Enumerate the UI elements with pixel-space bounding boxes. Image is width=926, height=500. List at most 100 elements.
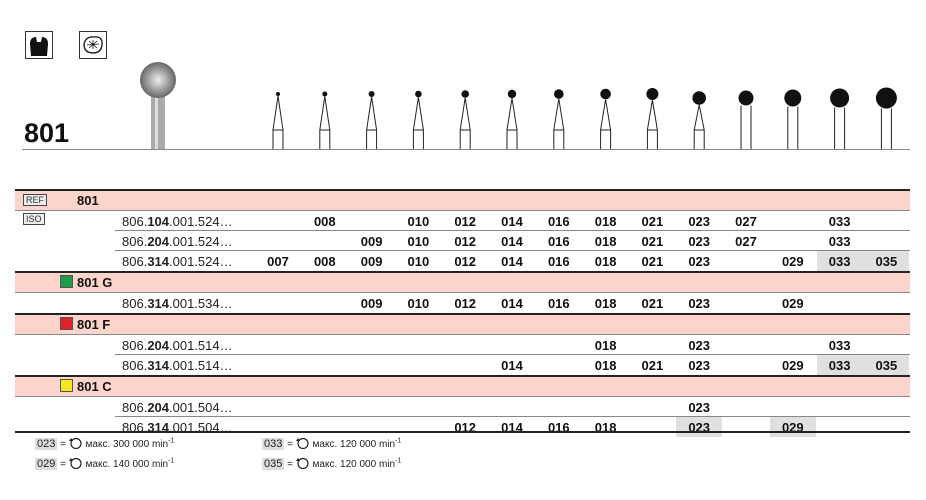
size-cell-029: 029 xyxy=(781,296,804,311)
size-cell-033: 033 xyxy=(828,338,851,353)
order-code: 806.204.001.514… xyxy=(122,338,233,353)
size-cell-016: 016 xyxy=(547,234,570,249)
size-cell-018: 018 xyxy=(594,214,617,229)
baseline-divider xyxy=(22,149,910,150)
bur-silhouette-035 xyxy=(875,87,897,149)
size-cell-023: 023 xyxy=(688,214,711,229)
legend-item: 029 = макс. 140 000 min-1 xyxy=(35,457,175,470)
bur-silhouette-033 xyxy=(830,88,850,149)
bur-silhouette-008 xyxy=(319,91,331,149)
order-code: 806.314.001.524… xyxy=(122,254,233,269)
table-bottom-rule xyxy=(15,431,910,433)
bur-silhouette-014 xyxy=(506,89,518,149)
order-code: 806.204.001.524… xyxy=(122,234,233,249)
order-code: 806.314.001.534… xyxy=(122,296,233,311)
size-cell-007: 007 xyxy=(267,254,289,269)
table-row: 806.204.001.514… 018 023 033 xyxy=(15,335,910,355)
size-cell-023: 023 xyxy=(676,417,723,437)
size-cell-035: 035 xyxy=(863,355,910,375)
size-cell-035: 035 xyxy=(863,251,910,271)
size-cell-012: 012 xyxy=(454,296,477,311)
table-row: 806.314.001.504… 012 014 016 018 023 029 xyxy=(15,417,910,437)
size-cell-014: 014 xyxy=(501,420,523,435)
legend-item: 023 = макс. 300 000 min-1 xyxy=(35,437,175,450)
bur-silhouette-010 xyxy=(412,90,424,149)
group-header-0: REF 801 xyxy=(15,189,910,211)
size-cell-027: 027 xyxy=(735,214,757,229)
size-cell-014: 014 xyxy=(501,254,523,269)
size-cell-023: 023 xyxy=(688,254,711,269)
size-cell-029: 029 xyxy=(769,417,816,437)
table-row: 806.204.001.504… 023 xyxy=(15,397,910,417)
bur-silhouette-012 xyxy=(459,90,471,149)
size-cell-029: 029 xyxy=(781,254,804,269)
bur-silhouette-029 xyxy=(784,89,802,149)
group-header-2: 801 F xyxy=(15,313,910,335)
size-cell-014: 014 xyxy=(501,214,523,229)
size-cell-018: 018 xyxy=(594,296,617,311)
size-cell-014: 014 xyxy=(501,296,523,311)
size-cell-018: 018 xyxy=(594,234,617,249)
color-code-square xyxy=(60,275,73,288)
size-cell-009: 009 xyxy=(360,234,383,249)
size-cell-008: 008 xyxy=(313,254,336,269)
color-code-square xyxy=(60,379,73,392)
ref-tag: REF xyxy=(23,194,47,206)
bur-silhouette-021 xyxy=(646,88,659,149)
color-code-square xyxy=(60,317,73,330)
size-cell-033: 033 xyxy=(828,214,851,229)
bur-silhouette-007 xyxy=(272,92,284,149)
rotation-icon xyxy=(295,437,309,450)
size-cell-029: 029 xyxy=(781,358,804,373)
size-cell-018: 018 xyxy=(594,358,617,373)
row-divider xyxy=(115,416,910,417)
table-row: 806.204.001.524… 009 010 012 014 016 018 021 023… xyxy=(15,231,910,251)
group-label: 801 C xyxy=(77,379,112,394)
table-row: 806.314.001.514… 014 018 021 023 029 033 035 xyxy=(15,355,910,375)
size-cell-033: 033 xyxy=(828,234,851,249)
size-cell-023: 023 xyxy=(688,358,711,373)
bur-illustrations xyxy=(140,62,897,150)
rotation-icon xyxy=(295,457,309,470)
size-cell-027: 027 xyxy=(735,234,757,249)
size-cell-016: 016 xyxy=(547,214,570,229)
size-cell-009: 009 xyxy=(360,254,383,269)
size-cell-014: 014 xyxy=(501,358,523,373)
size-cell-018: 018 xyxy=(594,338,617,353)
order-code: 806.314.001.514… xyxy=(122,358,233,373)
legend-item: 035 = макс. 120 000 min-1 xyxy=(262,457,402,470)
row-divider xyxy=(115,230,910,231)
group-label: 801 F xyxy=(77,317,111,332)
order-code: 806.104.001.524… xyxy=(122,214,233,229)
size-cell-012: 012 xyxy=(454,214,477,229)
table-row: 806.314.001.524… 007 008 009 010 012 014 016 018… xyxy=(15,251,910,271)
iso-tag: ISO xyxy=(23,213,45,225)
size-cell-021: 021 xyxy=(641,296,664,311)
size-cell-033: 033 xyxy=(816,251,863,271)
row-divider xyxy=(115,250,910,251)
size-cell-012: 012 xyxy=(454,234,477,249)
size-cell-021: 021 xyxy=(641,254,664,269)
size-cell-023: 023 xyxy=(688,234,711,249)
size-cell-012: 012 xyxy=(454,420,477,435)
group-header-1: 801 G xyxy=(15,271,910,293)
legend-item: 033 = макс. 120 000 min-1 xyxy=(262,437,402,450)
order-code: 806.204.001.504… xyxy=(122,400,233,415)
rotation-icon xyxy=(68,437,82,450)
group-label: 801 xyxy=(77,193,99,208)
group-header-3: 801 C xyxy=(15,375,910,397)
bur-silhouette-027 xyxy=(738,90,754,149)
size-cell-008: 008 xyxy=(313,214,336,229)
size-cell-014: 014 xyxy=(501,234,523,249)
size-cell-021: 021 xyxy=(641,234,664,249)
size-cell-021: 021 xyxy=(641,358,664,373)
size-cell-009: 009 xyxy=(360,296,383,311)
rotation-icon xyxy=(68,457,82,470)
size-cell-016: 016 xyxy=(547,254,570,269)
bur-silhouette-016 xyxy=(553,89,565,149)
bur-silhouette-018 xyxy=(600,88,612,149)
size-cell-018: 018 xyxy=(594,254,617,269)
row-divider xyxy=(115,354,910,355)
size-cell-010: 010 xyxy=(407,214,430,229)
size-cell-021: 021 xyxy=(641,214,664,229)
